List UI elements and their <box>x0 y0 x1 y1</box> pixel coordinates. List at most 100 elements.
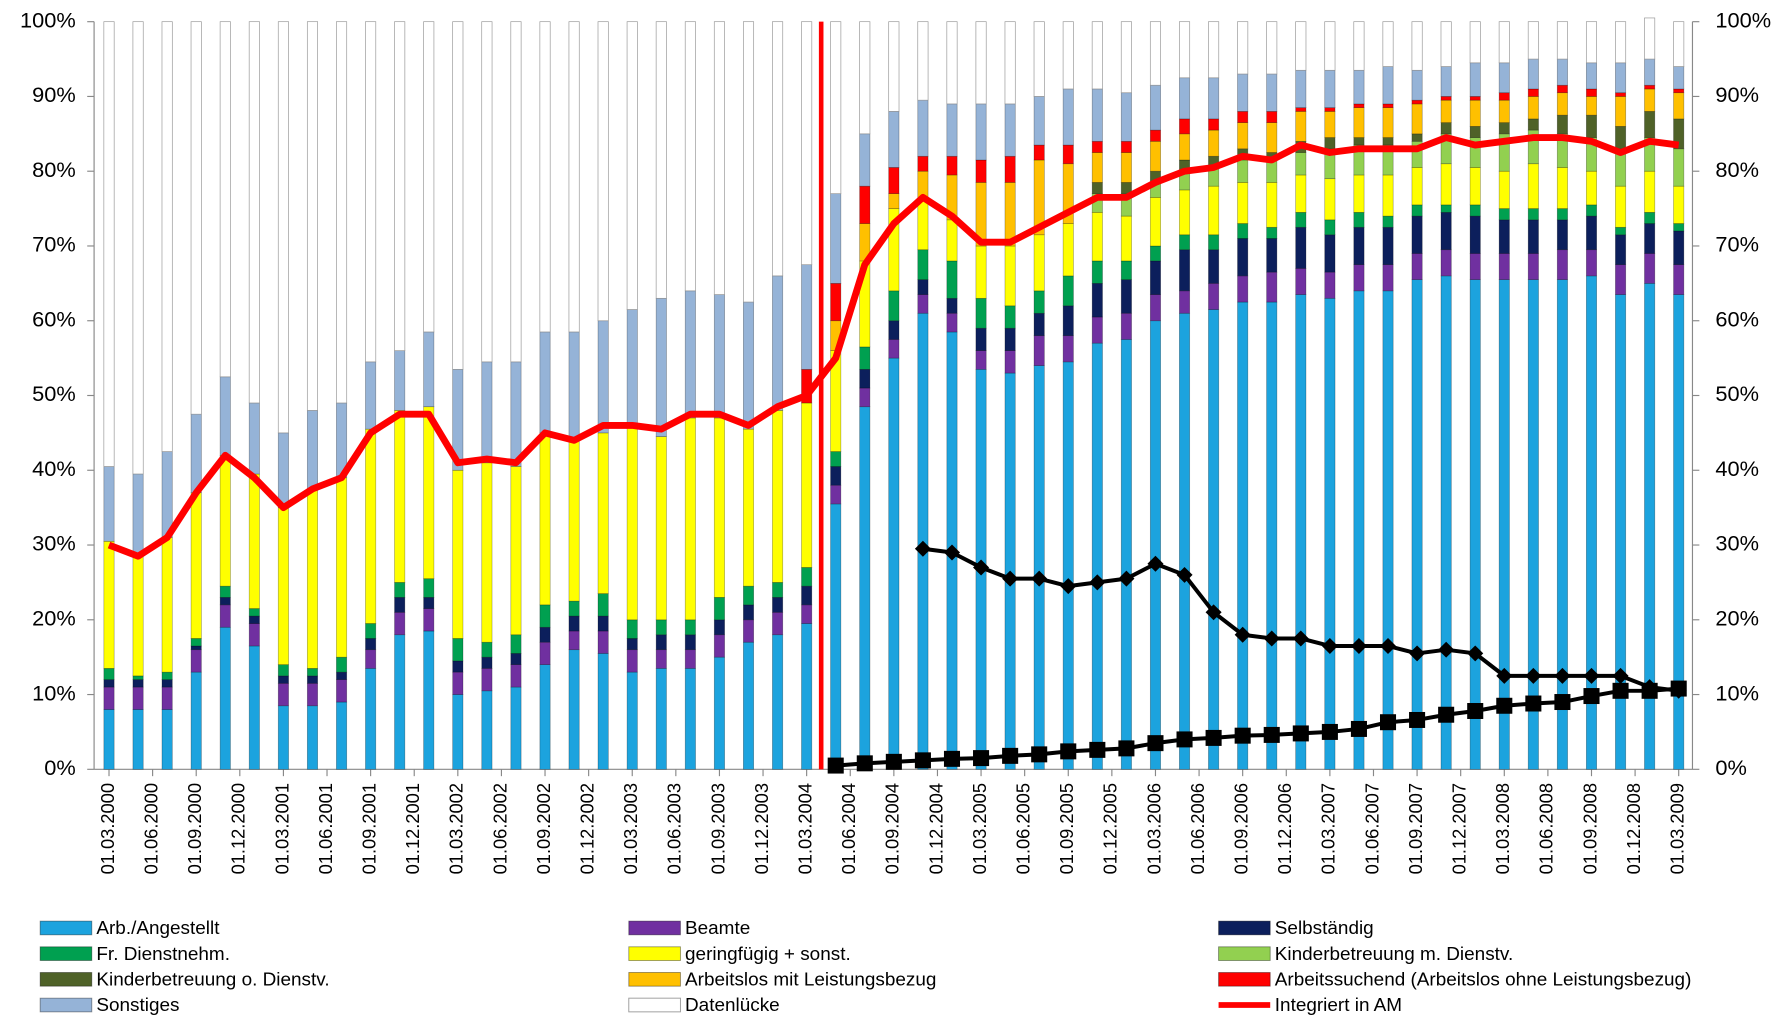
bar-segment <box>277 705 289 770</box>
bar-segment <box>1382 226 1394 266</box>
bar-segment <box>1469 99 1481 127</box>
bar-segment <box>190 649 202 673</box>
bar-segment <box>365 668 377 770</box>
bar-segment <box>1149 21 1161 86</box>
bar-segment <box>394 350 406 411</box>
bar-segment <box>1324 69 1336 109</box>
bar-segment <box>655 21 667 299</box>
bar-segment <box>423 21 435 333</box>
bar-segment <box>161 709 173 770</box>
bar-segment <box>597 432 609 594</box>
bar-segment <box>1266 111 1278 123</box>
bar-segment <box>219 376 231 456</box>
bar-segment <box>626 671 638 770</box>
bar-segment <box>597 320 609 434</box>
bar-segment <box>1498 253 1510 280</box>
marker-square <box>1467 703 1484 719</box>
y-tick-label: 90% <box>32 82 76 107</box>
bar-segment <box>1179 133 1191 161</box>
bar-segment <box>1004 103 1016 157</box>
bar-segment <box>1004 327 1016 351</box>
bar-segment <box>1062 335 1074 363</box>
bar-segment <box>888 111 900 168</box>
bar-segment <box>1266 226 1278 239</box>
bar-segment <box>888 339 900 359</box>
x-tick-label: 01.03.2002 <box>446 783 467 874</box>
marker-square <box>1089 741 1106 758</box>
bar-segment <box>336 679 348 703</box>
bar-segment <box>1527 88 1539 97</box>
marker-diamond <box>1554 667 1571 684</box>
bar-segment <box>1062 21 1074 90</box>
bar-segment <box>336 477 348 658</box>
bar-segment <box>1295 152 1307 176</box>
bar-segment <box>626 649 638 673</box>
bar-segment <box>1440 249 1452 277</box>
line-series <box>107 134 1680 560</box>
marker-square <box>1031 746 1048 763</box>
bar-segment <box>539 432 551 606</box>
bar-segment <box>539 331 551 434</box>
bar-segment <box>1615 185 1627 228</box>
bar-segment <box>394 410 406 583</box>
y2-tick-label: 40% <box>1715 456 1759 481</box>
bar-segment <box>743 604 755 621</box>
bar-segment <box>539 664 551 770</box>
x-tick-label: 01.09.2003 <box>707 783 728 874</box>
bar-segment <box>655 668 667 770</box>
marker-square <box>1496 697 1513 714</box>
bar-segment <box>1004 245 1016 307</box>
bar-segment <box>1615 126 1627 150</box>
bar-segment <box>1440 163 1452 206</box>
legend-label: Datenlücke <box>685 995 780 1016</box>
bar-segment <box>1382 290 1394 770</box>
bar-segment <box>859 406 871 770</box>
bar-segment <box>539 641 551 665</box>
bar-segment <box>1585 21 1598 64</box>
bar-segment <box>801 264 813 370</box>
bar-segment <box>1556 279 1568 770</box>
marker-square <box>1060 743 1077 760</box>
marker-square <box>856 755 873 772</box>
bar-segment <box>1644 170 1656 213</box>
bar-segment <box>1324 234 1336 273</box>
bar-segment <box>1324 178 1336 221</box>
bar-segment <box>1324 271 1336 299</box>
x-tick-label: 01.03.2006 <box>1143 783 1164 874</box>
bar-segment <box>830 466 842 486</box>
bar-segment <box>1353 174 1365 213</box>
bar-segment <box>394 21 406 351</box>
bar-segment <box>1382 103 1394 109</box>
x-tick-label: 01.12.2002 <box>576 783 597 874</box>
bar-segment <box>103 21 115 467</box>
bar-segment <box>859 185 871 224</box>
bar-segment <box>219 626 231 770</box>
bar-segment <box>743 21 755 303</box>
bar-segment <box>1353 290 1365 770</box>
bar-segment <box>1411 167 1423 206</box>
bar-segment <box>161 21 173 452</box>
bar-segment <box>975 327 987 351</box>
bar-segment <box>1644 88 1656 112</box>
bar-segment <box>1295 294 1307 770</box>
bar-segment <box>888 320 900 340</box>
bar-segment <box>1120 21 1132 94</box>
bar-segment <box>1266 182 1278 228</box>
bar-segment <box>655 649 667 669</box>
bar-segment <box>772 634 784 770</box>
bar-segment <box>946 219 958 262</box>
bar-segment <box>277 664 289 677</box>
bar-segment <box>1208 283 1220 310</box>
x-tick-label: 01.03.2008 <box>1492 783 1513 874</box>
bar-segment <box>568 600 580 617</box>
marker-square <box>1002 747 1019 764</box>
bar-segment <box>1353 226 1365 266</box>
x-tick-label: 01.03.2007 <box>1318 783 1339 874</box>
bar-segment <box>1673 66 1685 90</box>
bar-segment <box>510 466 522 636</box>
bar-segment <box>1527 208 1539 221</box>
bar-segment <box>801 604 813 624</box>
bar-segment <box>946 297 958 314</box>
marker-diamond <box>1292 630 1309 647</box>
bar-segment <box>306 410 318 490</box>
